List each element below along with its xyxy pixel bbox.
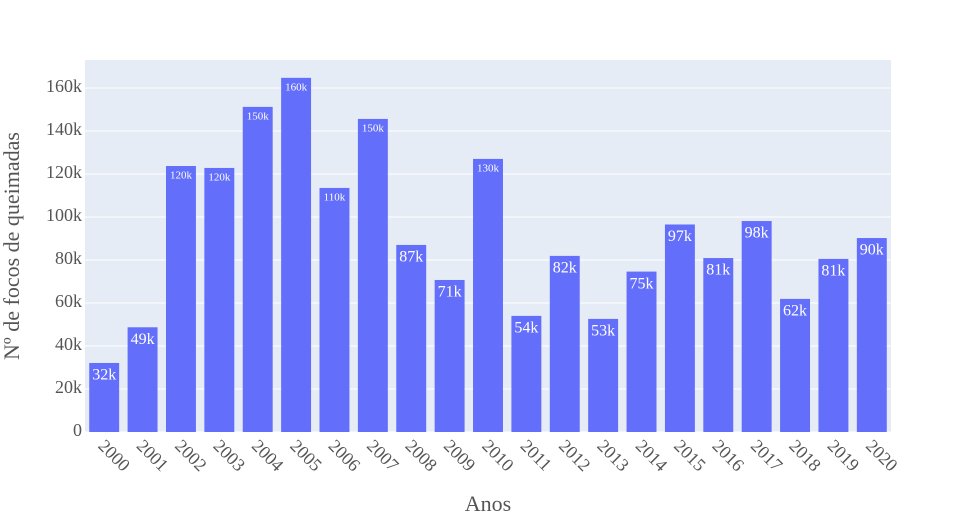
x-tick-label: 2003 xyxy=(210,436,250,476)
bar xyxy=(242,106,273,433)
data-label: 87k xyxy=(399,249,423,266)
x-tick-label: 2002 xyxy=(171,436,211,476)
bar xyxy=(204,167,235,432)
bar xyxy=(780,298,811,432)
bar xyxy=(473,158,503,432)
x-tick-label: 2020 xyxy=(862,436,902,476)
bar xyxy=(89,362,120,432)
x-tick-label: 2016 xyxy=(709,436,749,476)
x-tick-label: 2004 xyxy=(248,436,288,476)
bar xyxy=(549,255,580,432)
data-label: 81k xyxy=(821,263,845,280)
y-axis-title: Nº de focos de queimadas xyxy=(0,132,24,360)
y-tick-label: 140k xyxy=(46,119,82,139)
bar xyxy=(703,258,734,432)
y-tick-label: 60k xyxy=(55,291,82,311)
x-tick-label: 2008 xyxy=(401,436,441,476)
x-tick-label: 2018 xyxy=(785,436,825,476)
bar xyxy=(588,318,619,432)
bar xyxy=(511,315,542,432)
data-label: 110k xyxy=(324,191,346,203)
data-label: 130k xyxy=(477,162,500,174)
bar xyxy=(165,166,196,432)
x-tick-label: 2011 xyxy=(517,436,556,475)
data-label: 81k xyxy=(706,262,730,279)
x-tick-label: 2006 xyxy=(325,436,365,476)
bar xyxy=(281,77,312,432)
data-label: 90k xyxy=(860,242,884,259)
data-label: 160k xyxy=(285,81,308,93)
data-label: 98k xyxy=(745,225,769,242)
data-label: 53k xyxy=(591,323,615,340)
y-tick-label: 160k xyxy=(46,76,82,96)
data-label: 54k xyxy=(514,320,538,337)
x-tick-label: 2012 xyxy=(555,436,595,476)
data-label: 49k xyxy=(131,331,155,348)
data-label: 150k xyxy=(362,122,385,134)
x-tick-label: 2010 xyxy=(478,436,518,476)
data-label: 120k xyxy=(170,170,193,182)
data-label: 97k xyxy=(668,228,692,245)
y-tick-label: 0 xyxy=(73,420,82,440)
bar xyxy=(127,327,158,432)
bar xyxy=(319,187,350,432)
data-label: 62k xyxy=(783,303,807,320)
x-tick-label: 2013 xyxy=(593,436,633,476)
data-label: 32k xyxy=(92,367,116,384)
bar xyxy=(741,221,772,432)
bar xyxy=(818,258,849,432)
bar xyxy=(664,224,695,432)
x-axis-title: Anos xyxy=(465,491,511,516)
y-tick-label: 20k xyxy=(55,377,82,397)
bar xyxy=(626,271,657,432)
data-label: 82k xyxy=(553,260,577,277)
data-label: 71k xyxy=(438,284,462,301)
x-tick-label: 2007 xyxy=(363,436,403,476)
y-tick-label: 100k xyxy=(46,205,82,225)
bar xyxy=(396,244,427,432)
x-tick-label: 2017 xyxy=(747,436,787,476)
bar xyxy=(357,118,388,433)
x-tick-label: 2000 xyxy=(94,436,134,476)
x-tick-label: 2019 xyxy=(824,436,864,476)
bar xyxy=(434,279,465,432)
data-label: 75k xyxy=(630,275,654,292)
y-tick-label: 120k xyxy=(46,162,82,182)
bar xyxy=(856,238,887,432)
data-label: 120k xyxy=(208,171,231,183)
y-tick-label: 80k xyxy=(55,248,82,268)
x-tick-label: 2014 xyxy=(632,436,672,476)
x-tick-label: 2009 xyxy=(440,436,480,476)
x-tick-label: 2015 xyxy=(670,436,710,476)
data-label: 150k xyxy=(247,110,270,122)
x-tick-label: 2001 xyxy=(133,436,173,476)
x-tick-label: 2005 xyxy=(286,436,326,476)
y-tick-label: 40k xyxy=(55,334,82,354)
